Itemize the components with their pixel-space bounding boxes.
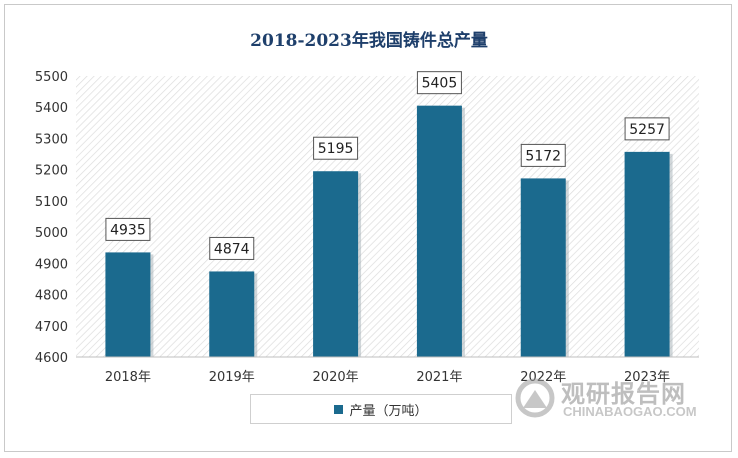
- data-label-box: [313, 136, 359, 160]
- data-label: 4874: [214, 241, 250, 257]
- y-tick-label: 5100: [35, 195, 68, 210]
- data-label: 4935: [110, 222, 146, 238]
- data-label: 5172: [525, 148, 561, 164]
- data-label: 5405: [422, 76, 458, 92]
- bar: [520, 178, 566, 357]
- bar: [105, 252, 151, 357]
- y-tick-label: 4900: [35, 257, 68, 272]
- y-tick-label: 5200: [35, 164, 68, 179]
- plot-area: [76, 76, 699, 357]
- y-tick-label: 5500: [35, 70, 68, 85]
- legend: 产量（万吨）: [250, 394, 512, 424]
- data-label-box: [416, 71, 462, 95]
- data-label-box: [105, 217, 151, 241]
- bar: [416, 105, 462, 358]
- chart-title: 2018-2023年我国铸件总产量: [250, 31, 488, 51]
- x-tick-label: 2018年: [105, 370, 151, 385]
- watermark-name-cn: 观研报告网: [561, 380, 686, 408]
- bar: [209, 271, 255, 357]
- y-tick-label: 4600: [35, 351, 68, 366]
- watermark-name-en: CHINABAOGAO.COM: [563, 404, 697, 419]
- bar: [624, 151, 670, 357]
- legend-swatch: [334, 404, 344, 414]
- data-label-box: [520, 143, 566, 167]
- x-tick-label: 2023年: [624, 370, 670, 385]
- watermark-logo-icon: [515, 378, 555, 418]
- watermark: 观研报告网 CHINABAOGAO.COM: [515, 372, 705, 422]
- data-label-box: [624, 117, 670, 141]
- y-tick-label: 5300: [35, 132, 68, 147]
- y-tick-label: 5000: [35, 226, 68, 241]
- y-tick-label: 4700: [35, 320, 68, 335]
- bar: [313, 171, 359, 357]
- data-label: 5257: [629, 122, 665, 138]
- legend-label: 产量（万吨）: [349, 403, 428, 419]
- y-tick-label: 4800: [35, 289, 68, 304]
- y-tick-label: 5400: [35, 101, 68, 116]
- x-tick-label: 2020年: [313, 370, 359, 385]
- x-tick-label: 2019年: [209, 370, 255, 385]
- data-label-box: [209, 236, 255, 260]
- data-label: 5195: [318, 141, 354, 157]
- x-tick-label: 2021年: [416, 370, 462, 385]
